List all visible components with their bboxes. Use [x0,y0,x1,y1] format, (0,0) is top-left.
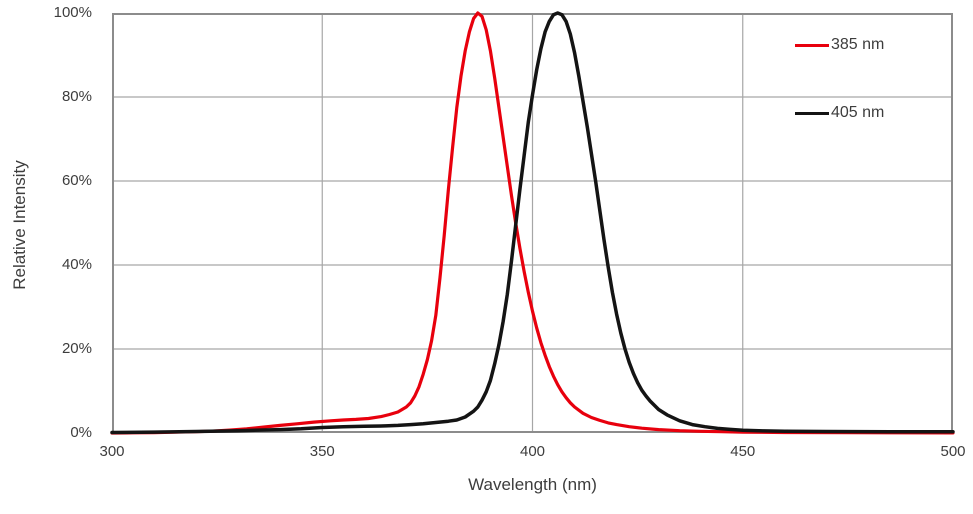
y-axis-title: Relative Intensity [10,160,29,290]
legend-label-405nm: 405 nm [831,104,885,121]
plot-area: 385 nm 405 nm [110,11,955,435]
x-tick-label-500: 500 [940,443,966,460]
y-tick-label-40: 40% [61,256,92,273]
y-tick-label-100: 100% [53,4,92,21]
y-tick-label-20: 20% [61,340,92,357]
legend-item-405nm: 405 nm [795,103,884,123]
y-tick-label-80: 80% [61,88,92,105]
legend-label-385nm: 385 nm [831,36,885,53]
chart-canvas [110,11,955,435]
curve-405nm [110,11,955,435]
x-tick-label-450: 450 [730,443,756,460]
legend-item-385nm: 385 nm [795,35,884,55]
x-tick-label-350: 350 [309,443,335,460]
plot-frame [112,13,953,433]
x-tick-label-300: 300 [99,443,125,460]
x-axis-title: Wavelength (nm) [468,475,597,494]
y-tick-label-60: 60% [61,172,92,189]
x-tick-label-400: 400 [519,443,546,460]
legend-swatch-385nm-red-line [795,43,829,47]
legend-swatch-405nm-black-line [795,111,829,115]
y-tick-label-0: 0% [70,424,92,441]
curve-385nm [110,11,955,435]
